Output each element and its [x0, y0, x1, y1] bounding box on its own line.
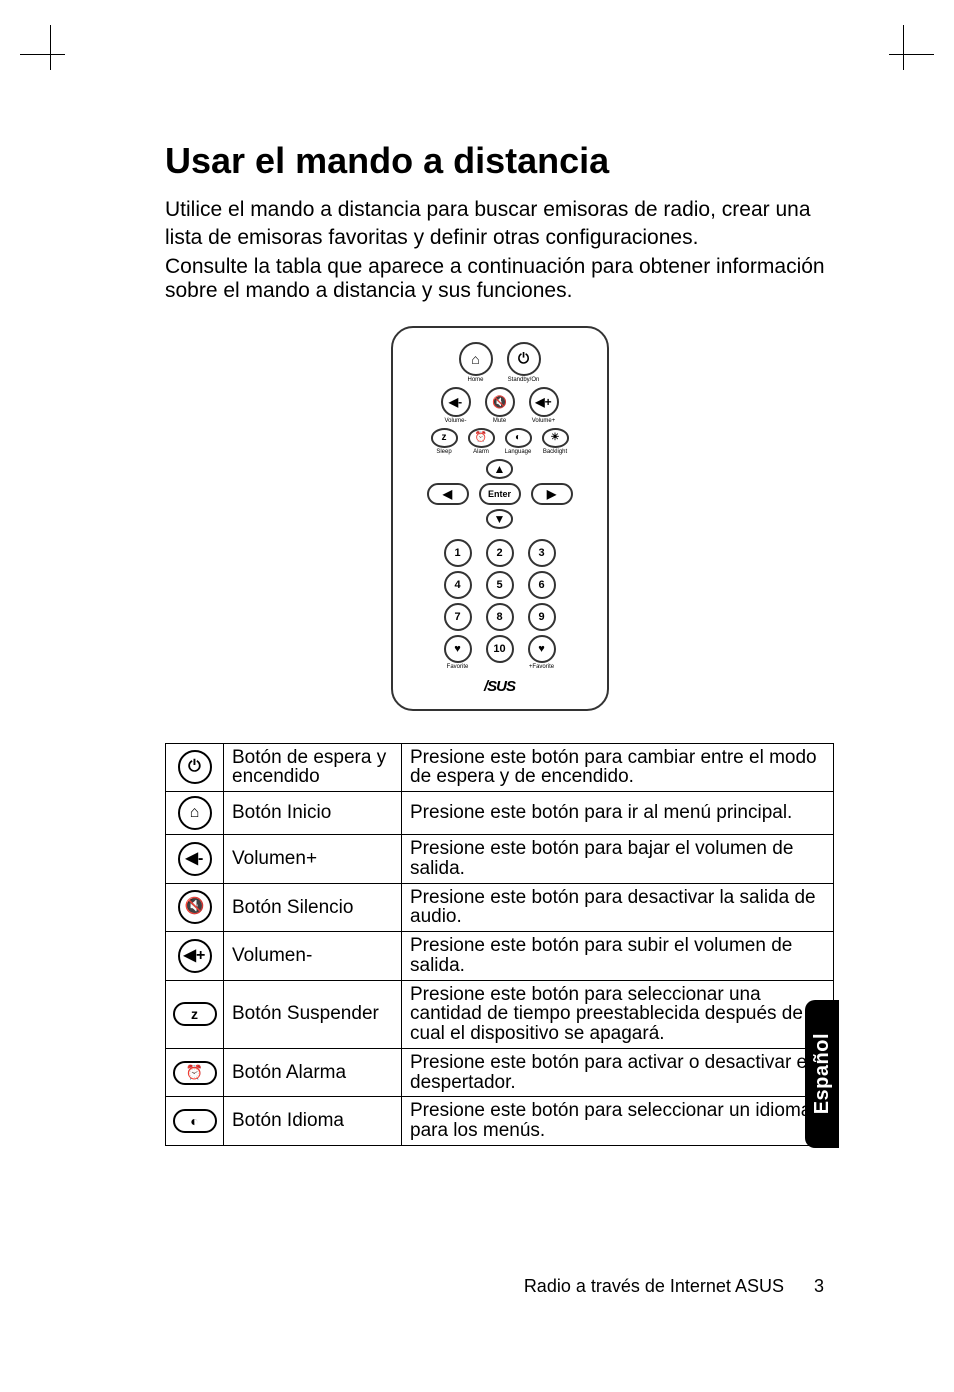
table-name-cell: Botón de espera y encendido — [224, 743, 402, 792]
table-desc-cell: Presione este botón para cambiar entre e… — [402, 743, 834, 792]
label-sleep: Sleep — [436, 449, 451, 455]
standby-icon: ⏻ — [507, 342, 541, 376]
num-button: 1 — [444, 539, 472, 567]
crop-mark — [889, 54, 934, 84]
table-desc-cell: Presione este botón para desactivar la s… — [402, 883, 834, 932]
table-icon-cell: ⏰ — [166, 1048, 224, 1097]
table-body: ⏻Botón de espera y encendidoPresione est… — [166, 743, 834, 1145]
label-language: Language — [505, 449, 532, 455]
table-icon-cell: 🔇 — [166, 883, 224, 932]
alarm-icon: ⏰ — [468, 428, 495, 448]
table-desc-cell: Presione este botón para subir el volume… — [402, 932, 834, 981]
footer-text: Radio a través de Internet ASUS — [524, 1276, 784, 1296]
table-desc-cell: Presione este botón para activar o desac… — [402, 1048, 834, 1097]
button-description-table: ⏻Botón de espera y encendidoPresione est… — [165, 743, 834, 1146]
mute-icon: 🔇 — [485, 387, 515, 417]
num-button: 3 — [528, 539, 556, 567]
table-row: 🔇 Botón SilencioPresione este botón para … — [166, 883, 834, 932]
table-icon-cell: ◐ — [166, 1097, 224, 1146]
label-addfav: +Favorite — [529, 664, 554, 670]
up-icon: ▲ — [486, 459, 513, 479]
page-title: Usar el mando a distancia — [165, 140, 834, 182]
table-row: ⏰ Botón AlarmaPresione este botón para ac… — [166, 1048, 834, 1097]
table-desc-cell: Presione este botón para bajar el volume… — [402, 835, 834, 884]
label-favorite: Favorite — [447, 664, 469, 670]
button-icon: ⏻ — [178, 750, 212, 784]
num-button: 5 — [486, 571, 514, 599]
label-mute: Mute — [493, 418, 506, 424]
intro-paragraph-1: Utilice el mando a distancia para buscar… — [165, 196, 834, 251]
button-icon: z — [173, 1002, 217, 1026]
remote-illustration: ⌂ Home ⏻ Standby/On ◀- Volume- 🔇 Mute — [391, 326, 609, 711]
table-icon-cell: ◀- — [166, 835, 224, 884]
sleep-icon: z — [431, 428, 458, 448]
label-volplus: Volume+ — [532, 418, 556, 424]
label-alarm: Alarm — [473, 449, 489, 455]
num-button: 9 — [528, 603, 556, 631]
button-icon: ◀- — [178, 842, 212, 876]
down-icon: ▼ — [486, 509, 513, 529]
table-icon-cell: ◀+ — [166, 932, 224, 981]
table-icon-cell: z — [166, 980, 224, 1048]
table-row: ◐ Botón IdiomaPresione este botón para se… — [166, 1097, 834, 1146]
table-icon-cell: ⏻ — [166, 743, 224, 792]
label-standby: Standby/On — [508, 377, 540, 383]
table-desc-cell: Presione este botón para seleccionar un … — [402, 1097, 834, 1146]
table-row: ⏻ Botón de espera y encendidoPresione est… — [166, 743, 834, 792]
table-name-cell: Volumen+ — [224, 835, 402, 884]
crop-mark — [20, 54, 65, 84]
num-button: 7 — [444, 603, 472, 631]
remote-illustration-wrap: ⌂ Home ⏻ Standby/On ◀- Volume- 🔇 Mute — [165, 326, 834, 711]
button-icon: ⏰ — [173, 1061, 217, 1085]
add-favorite-icon: ♥ — [528, 635, 556, 663]
table-desc-cell: Presione este botón para seleccionar una… — [402, 980, 834, 1048]
table-name-cell: Botón Suspender — [224, 980, 402, 1048]
language-icon: ◐ — [505, 428, 532, 448]
favorite-icon: ♥ — [444, 635, 472, 663]
label-volminus: Volume- — [444, 418, 466, 424]
num-button: 6 — [528, 571, 556, 599]
volume-minus-icon: ◀- — [441, 387, 471, 417]
button-icon: ◐ — [173, 1109, 217, 1133]
page-content: Usar el mando a distancia Utilice el man… — [0, 0, 954, 1146]
table-row: z Botón SuspenderPresione este botón para… — [166, 980, 834, 1048]
num-button: 8 — [486, 603, 514, 631]
button-icon: 🔇 — [178, 890, 212, 924]
table-row: ◀+ Volumen-Presione este botón para subir… — [166, 932, 834, 981]
enter-icon: Enter — [479, 483, 521, 505]
table-icon-cell: ⌂ — [166, 792, 224, 835]
table-name-cell: Botón Alarma — [224, 1048, 402, 1097]
table-row: ⌂ Botón InicioPresione este botón para ir… — [166, 792, 834, 835]
home-icon: ⌂ — [459, 342, 493, 376]
table-name-cell: Botón Idioma — [224, 1097, 402, 1146]
page-number: 3 — [814, 1276, 824, 1296]
table-desc-cell: Presione este botón para ir al menú prin… — [402, 792, 834, 835]
label-backlight: Backlight — [543, 449, 567, 455]
right-icon: ▶ — [531, 483, 573, 505]
label-home: Home — [467, 377, 483, 383]
table-name-cell: Botón Silencio — [224, 883, 402, 932]
num-button: 4 — [444, 571, 472, 599]
page-footer: Radio a través de Internet ASUS 3 — [524, 1276, 824, 1297]
button-icon: ⌂ — [178, 796, 212, 830]
num-button: 10 — [486, 635, 514, 663]
button-icon: ◀+ — [178, 939, 212, 973]
num-button: 2 — [486, 539, 514, 567]
asus-logo: /SUS — [484, 678, 515, 695]
intro-block: Utilice el mando a distancia para buscar… — [165, 196, 834, 302]
backlight-icon: ☀ — [542, 428, 569, 448]
left-icon: ◀ — [427, 483, 469, 505]
table-name-cell: Botón Inicio — [224, 792, 402, 835]
intro-paragraph-2: Consulte la tabla que aparece a continua… — [165, 255, 834, 301]
volume-plus-icon: ◀+ — [529, 387, 559, 417]
language-tab: Español — [805, 1000, 839, 1148]
language-tab-label: Español — [811, 1033, 834, 1114]
table-name-cell: Volumen- — [224, 932, 402, 981]
table-row: ◀- Volumen+Presione este botón para bajar… — [166, 835, 834, 884]
